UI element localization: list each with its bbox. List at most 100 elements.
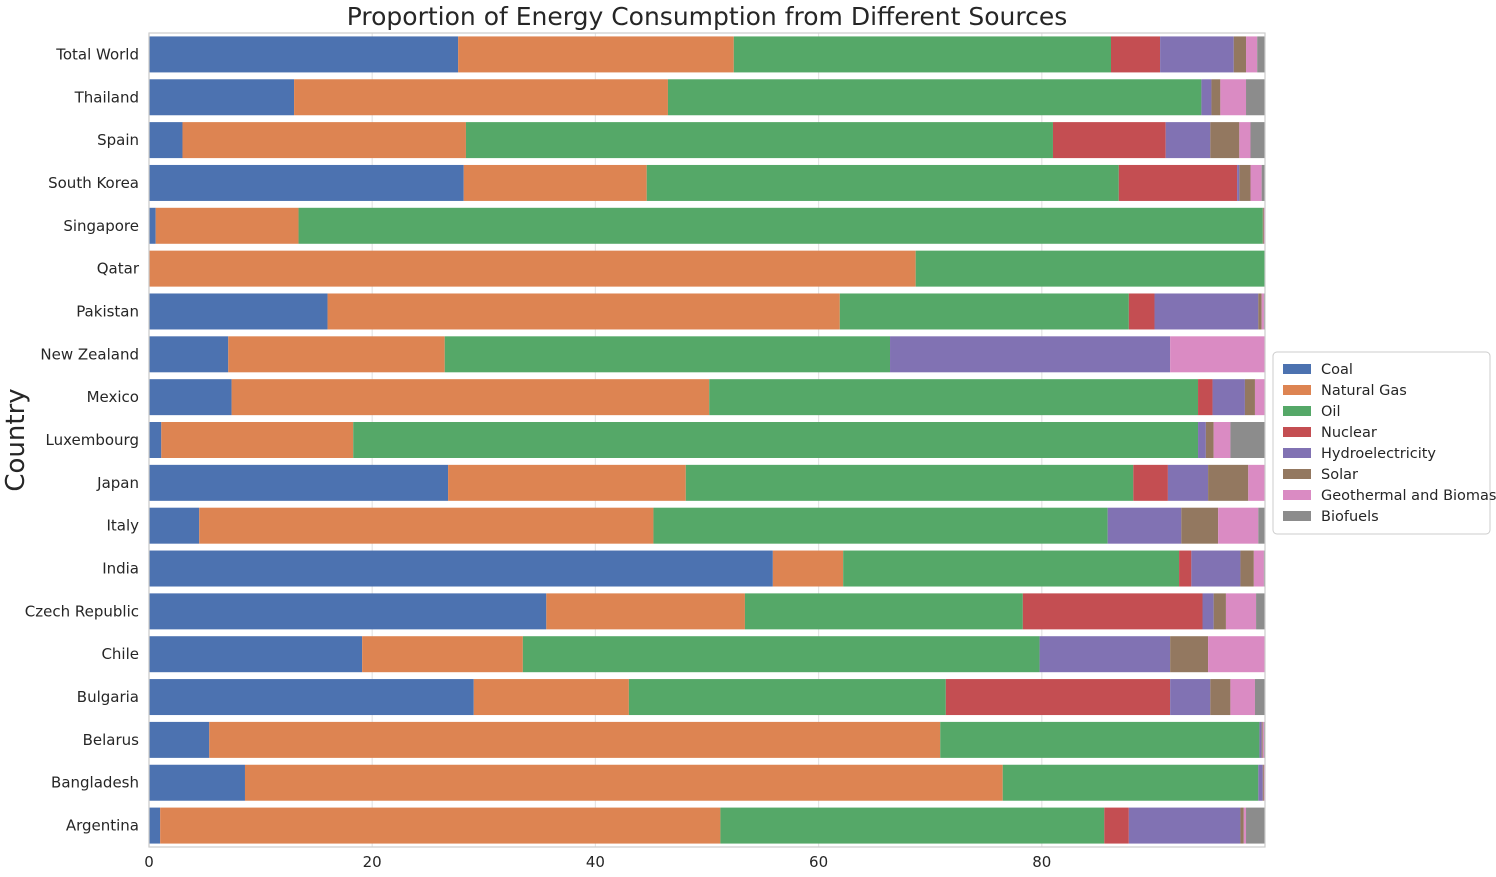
bar-segment [1212,379,1245,416]
bar-segment [1154,293,1259,330]
bar-segment [1211,79,1221,116]
legend-label: Hydroelectricity [1321,446,1436,462]
y-tick-labels: Total World Thailand Spain South Korea Singa… [25,45,140,834]
bar-segment [1039,636,1171,673]
x-tick-label: 20 [363,853,382,871]
bar-segment [1167,464,1209,501]
legend-label: Oil [1321,404,1340,420]
y-tick-label: Chile [101,645,139,663]
bar-segment [772,550,844,587]
y-tick-label: Luxembourg [46,431,140,449]
bar-segment [1230,422,1265,458]
y-tick-label: Argentina [66,817,139,835]
bar-segment [1248,464,1265,501]
bar-segment [149,79,295,116]
bar-segment [199,507,654,544]
y-tick-label: Italy [106,517,139,535]
bar-segment [1002,764,1259,801]
bar-segment [228,336,445,373]
bar-segment [149,764,245,801]
bar-segment [1128,807,1241,844]
bar-segment [1261,164,1265,201]
bar-segment [1205,422,1214,458]
bar-segment [1254,379,1265,416]
legend-swatch [1283,469,1311,479]
bar-segment [1240,550,1254,587]
bar-segment [209,721,941,758]
bar-segment [298,207,1263,244]
plot-frame [148,32,1266,848]
bar-segment [1107,507,1182,544]
bar-segment [1110,36,1161,73]
x-tick-label: 80 [1032,853,1051,871]
bar-segment [1191,550,1241,587]
bar-segment [1210,122,1240,159]
bar-segment [1262,207,1264,244]
bar-segment [1208,636,1265,673]
bar-segment [149,122,183,159]
bar-segment [1259,721,1262,758]
legend-label: Natural Gas [1321,383,1407,399]
bar-segment [1201,79,1212,116]
bar-segment [646,164,1119,201]
bar-segment [149,164,464,201]
legend-swatch [1283,364,1311,374]
chart-title: Proportion of Energy Consumption from Di… [347,2,1068,31]
bar-segment [1261,293,1264,330]
bar-segment [231,379,710,416]
bar-segment [1220,79,1247,116]
bar-segment [546,593,745,630]
bar-segment [1170,636,1209,673]
y-tick-label: Japan [96,474,139,492]
legend-swatch [1283,490,1311,500]
bar-segment [940,721,1260,758]
bar-segment [465,122,1053,159]
bar-segment [667,79,1202,116]
bar-layer [149,36,1265,844]
bar-segment [1170,336,1265,373]
bar-segment [843,550,1180,587]
bar-segment [1218,507,1259,544]
legend-swatch [1283,427,1311,437]
bar-segment [1258,507,1265,544]
y-tick-label: Belarus [83,731,140,749]
bar-segment [149,636,363,673]
y-tick-label: Qatar [97,260,140,278]
bar-segment [1253,550,1264,587]
bar-segment [149,293,328,330]
legend-frame [1272,351,1491,535]
y-tick-label: Mexico [87,388,139,406]
y-tick-label: Bangladesh [51,774,139,792]
bar-segment [1208,464,1249,501]
bar-segment [1244,379,1255,416]
bar-segment [1022,593,1203,630]
y-tick-label: Spain [97,131,139,149]
bar-segment [1246,79,1265,116]
bar-segment [1258,764,1263,801]
y-tick-label: India [102,560,139,578]
legend-swatch [1283,385,1311,395]
bar-segment [1181,507,1219,544]
bar-segment [1239,122,1251,159]
bar-segment [160,807,721,844]
bar-segment [709,379,1199,416]
bar-segment [149,464,449,501]
y-tick-label: Czech Republic [25,602,139,620]
y-tick-label: Total World [55,45,139,63]
bar-segment [839,293,1129,330]
legend-label: Geothermal and Biomass [1321,488,1496,504]
bar-segment [473,679,629,716]
bar-segment [1213,422,1231,458]
bar-segment [149,36,459,73]
bar-segment [1261,721,1263,758]
bar-segment [1160,36,1234,73]
bar-segment [653,507,1108,544]
legend-swatch [1283,448,1311,458]
x-tick-label: 0 [144,853,154,871]
bar-segment [1052,122,1166,159]
legend: Coal Natural Gas Oil Nuclear Hydroelectricit… [1272,351,1496,535]
y-tick-label: New Zealand [40,345,139,363]
bar-segment [1237,164,1240,201]
bar-segment [915,250,1265,287]
